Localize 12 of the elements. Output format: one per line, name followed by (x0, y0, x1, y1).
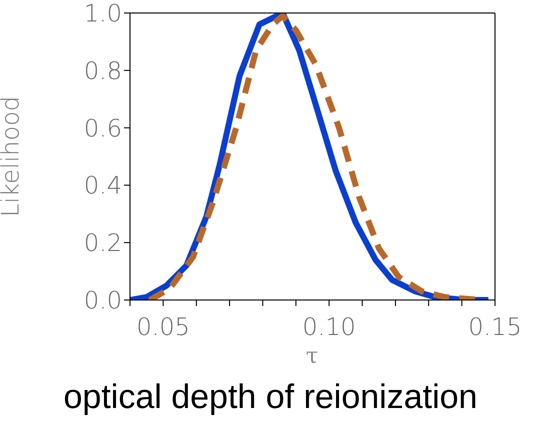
x-tick-label: 0.15 (468, 313, 522, 342)
y-axis-title: Likelihood (0, 96, 25, 217)
x-tick-label: 0.05 (136, 313, 190, 342)
y-tick-label: 0.8 (84, 56, 122, 85)
text: optical depth of reionization (62, 378, 478, 417)
y-tick-label: 0.2 (84, 229, 122, 258)
y-tick-label: 0.0 (84, 286, 122, 315)
x-tick-label: 0.10 (302, 313, 356, 342)
y-tick-label: 0.6 (84, 114, 122, 142)
y-tick-label: 0.4 (84, 172, 122, 200)
y-tick-label: 1.0 (84, 0, 122, 28)
x-axis-title: τ (304, 343, 320, 371)
